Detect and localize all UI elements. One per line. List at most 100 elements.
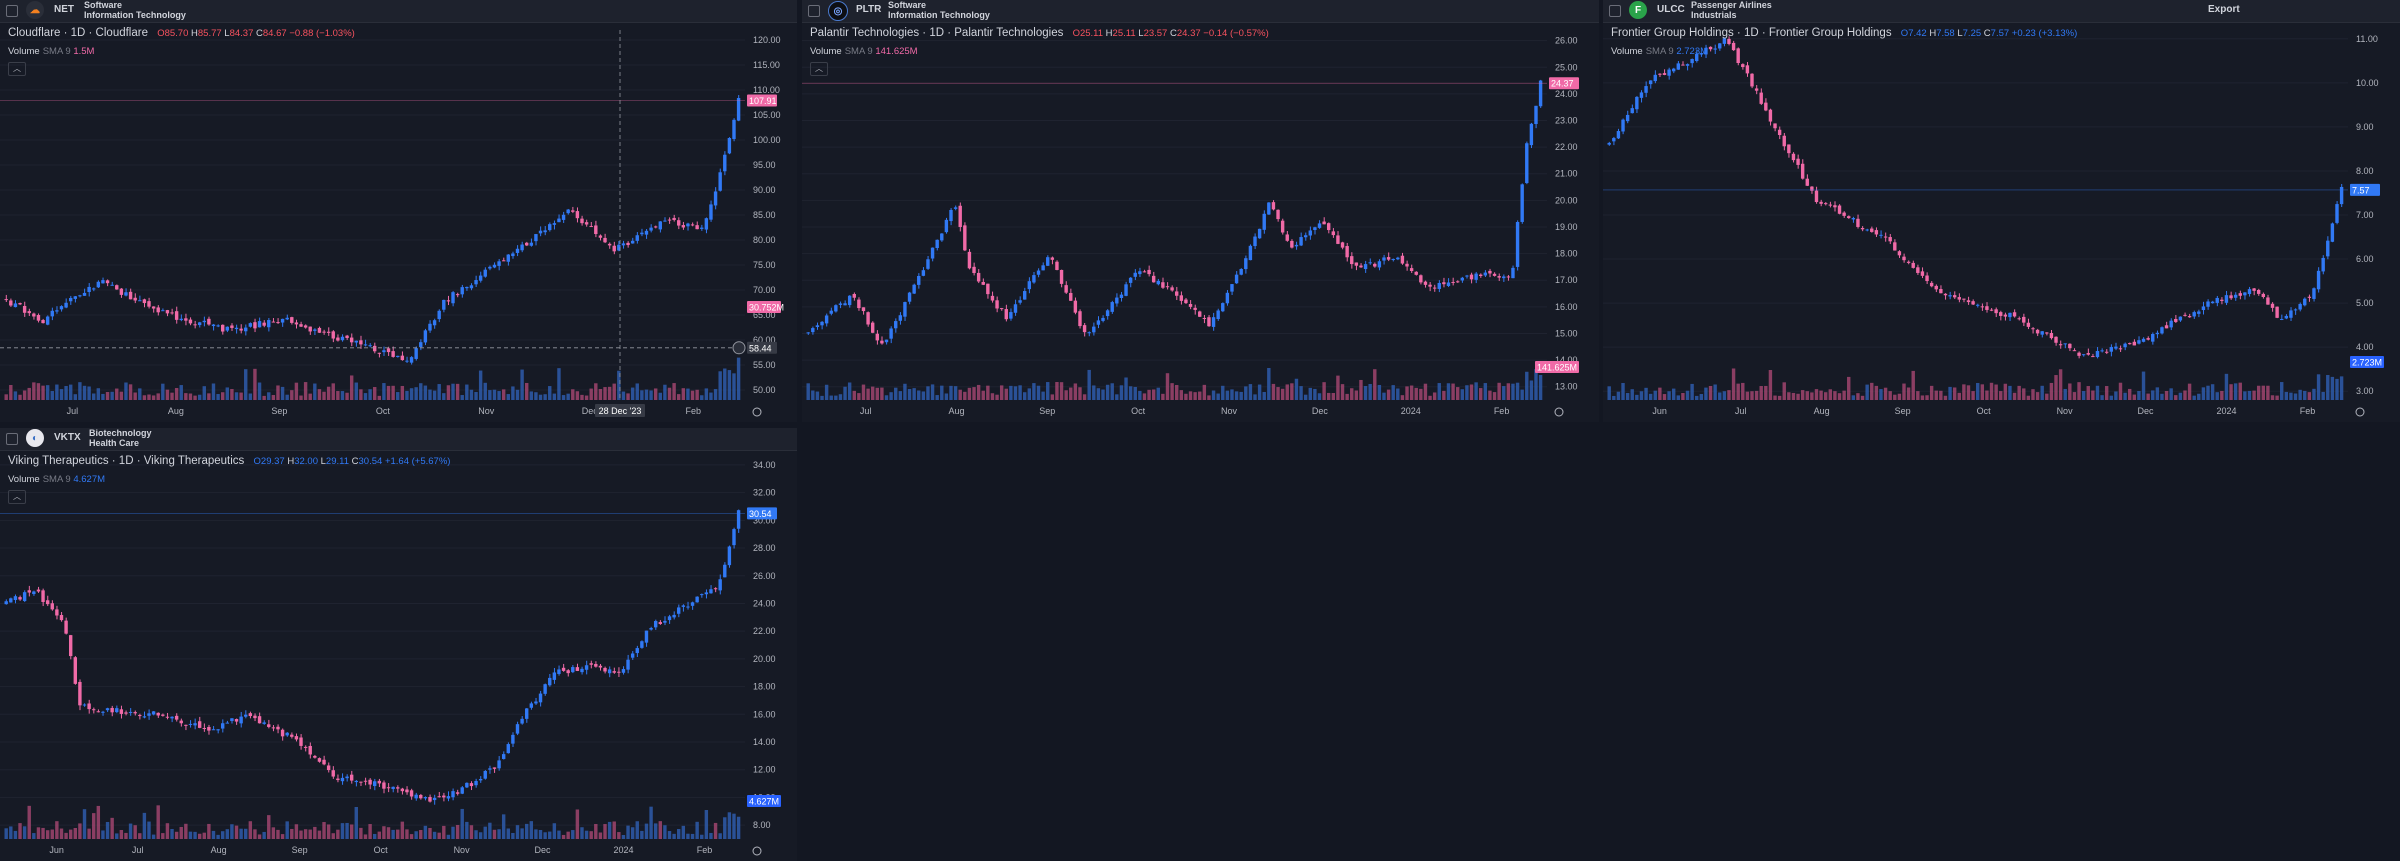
candle-body: [1405, 263, 1409, 267]
volume-bar: [110, 391, 114, 400]
price-chart[interactable]: 11.00 10.00 9.00 8.00 7.00 6.00 5.00 4.00 3.00 Ju…: [1603, 0, 2400, 422]
chart-panel-pltr[interactable]: ◎ PLTR Software Information Technology 26…: [802, 0, 1599, 422]
candle-body: [2114, 346, 2118, 349]
candle-body: [889, 328, 893, 339]
last-price-badge: [1549, 77, 1579, 90]
candle-body: [1419, 275, 1423, 283]
volume-bar: [723, 817, 727, 839]
select-checkbox[interactable]: [1609, 5, 1621, 17]
ticker-symbol[interactable]: ULCC: [1657, 4, 1685, 15]
x-tick-label: Aug: [1814, 406, 1830, 416]
volume-bar: [317, 830, 322, 839]
volume-bar: [681, 388, 686, 400]
chart-panel-ulcc[interactable]: F ULCC Passenger Airlines Industrials Exp…: [1603, 0, 2400, 422]
ticker-symbol[interactable]: NET: [54, 4, 74, 15]
candle-body: [1442, 282, 1446, 285]
sector-label: Software Information Technology: [84, 0, 186, 20]
candle-body: [1368, 262, 1372, 264]
volume-bar: [303, 829, 308, 839]
volume-bar: [483, 382, 487, 400]
price-chart[interactable]: 26.00 25.00 24.00 23.00 22.00 21.00 20.00 19.00…: [802, 0, 1599, 422]
candle-body: [32, 591, 36, 595]
candle-body: [308, 745, 312, 755]
volume-bar: [1994, 384, 1998, 400]
candle-body: [442, 299, 446, 310]
select-checkbox[interactable]: [6, 433, 18, 445]
volume-bar: [82, 385, 87, 400]
volume-bar: [2321, 391, 2325, 400]
candle-body: [2298, 304, 2302, 310]
candle-body: [1999, 312, 2003, 316]
candle-body: [1188, 304, 1193, 307]
volume-bar: [220, 392, 225, 400]
candle-body: [1391, 258, 1395, 261]
x-tick-label: Jun: [1652, 406, 1667, 416]
volume-bar: [363, 393, 368, 400]
candle-body: [2151, 333, 2155, 342]
candle-body: [1920, 271, 1925, 276]
volume-bar: [474, 830, 478, 839]
volume-bar: [267, 392, 271, 400]
volume-bar: [156, 393, 160, 400]
price-chart[interactable]: 34.00 32.00 30.00 28.00 26.00 24.00 22.00 20.00…: [0, 428, 797, 861]
volume-bar: [1336, 375, 1340, 400]
candle-body: [9, 300, 13, 306]
candle-body: [663, 220, 667, 222]
grid-lines: [0, 464, 745, 826]
candle-body: [253, 715, 257, 719]
candle-body: [2183, 314, 2187, 316]
y-tick-label: 90.00: [753, 185, 776, 195]
volume-bar: [2256, 385, 2261, 400]
candle-body: [165, 310, 170, 314]
volume-bar: [515, 825, 520, 839]
volume-bar: [1299, 386, 1303, 400]
volume-bar: [497, 829, 501, 839]
candle-body: [1119, 294, 1124, 298]
volume-bar: [239, 828, 243, 839]
volume-bar: [626, 393, 630, 400]
last-price-label: 24.37: [1551, 79, 1574, 89]
add-alert-icon: [732, 341, 746, 355]
volume-bar: [732, 373, 736, 400]
volume-bar: [2022, 388, 2026, 400]
volume-bar: [704, 388, 709, 400]
volume-bar: [1952, 387, 1957, 400]
volume-bar: [1276, 387, 1280, 400]
volume-bar: [133, 825, 137, 839]
volume-bar: [1322, 382, 1326, 400]
price-chart[interactable]: 120.00 115.00 110.00 105.00 100.00 95.00 90.00…: [0, 0, 797, 422]
ticker-symbol[interactable]: PLTR: [856, 4, 882, 15]
chart-panel-vktx[interactable]: ◐ VKTX Biotechnology Health Care 34.00 32.…: [0, 428, 797, 861]
candle-body: [469, 285, 474, 289]
volume-bar: [1741, 382, 1745, 400]
volume-bar: [677, 394, 681, 400]
export-button[interactable]: Export: [2208, 4, 2240, 15]
candle-body: [1327, 223, 1331, 231]
candle-body: [437, 310, 441, 320]
collapse-chevron-icon[interactable]: ︿: [8, 490, 26, 504]
candle-body: [1179, 295, 1184, 301]
select-checkbox[interactable]: [6, 5, 18, 17]
volume-bar: [889, 392, 893, 400]
volume-bar: [2128, 388, 2132, 400]
candle-body: [589, 226, 593, 228]
ticker-symbol[interactable]: VKTX: [54, 432, 81, 443]
candle-body: [354, 780, 358, 783]
volume-bar: [2031, 389, 2035, 400]
candle-body: [428, 796, 432, 802]
y-tick-label: 75.00: [753, 260, 776, 270]
cloudflare-logo-icon: ☁: [26, 1, 44, 19]
collapse-chevron-icon[interactable]: ︿: [810, 62, 828, 76]
candle-body: [105, 708, 110, 711]
candle-body: [1336, 235, 1340, 244]
candle-body: [713, 588, 718, 590]
chart-panel-net[interactable]: ☁ NET Software Information Technology 120…: [0, 0, 797, 422]
candle-body: [73, 296, 77, 299]
candle-body: [681, 225, 686, 228]
volume-bar: [861, 384, 866, 400]
candle-body: [73, 657, 77, 684]
volume-bar: [649, 806, 653, 839]
last-price-badge: [747, 94, 777, 107]
select-checkbox[interactable]: [808, 5, 820, 17]
collapse-chevron-icon[interactable]: ︿: [8, 62, 26, 76]
